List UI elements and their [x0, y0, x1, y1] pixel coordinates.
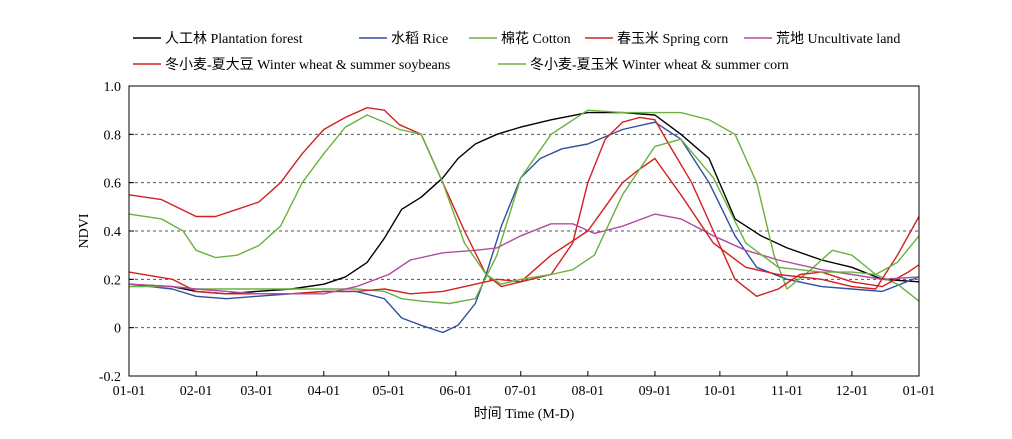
x-axis-label: 时间 Time (M-D) [474, 406, 575, 422]
series-line-5 [128, 213, 920, 295]
x-tick-label: 09-01 [639, 384, 672, 399]
y-axis-label: NDVI [77, 213, 92, 248]
x-tick-label: 01-01 [113, 384, 146, 399]
legend-label: 荒地 Uncultivate land [776, 31, 900, 47]
y-tick-label: 0.6 [104, 177, 122, 192]
x-tick-label: 04-01 [307, 384, 340, 399]
series-line-3 [129, 109, 920, 305]
legend-label: 冬小麦-夏大豆 Winter wheat & summer soybeans [165, 57, 450, 73]
series-line-1 [128, 111, 920, 295]
x-tick-label: 01-01 [903, 384, 936, 399]
series-line-4 [128, 116, 920, 297]
x-axis: 01-01 02-01 03-01 04-01 05-01 06-01 07-01 08-01… [113, 371, 936, 399]
x-tick-label: 11-01 [771, 384, 803, 399]
legend: 人工林 Plantation forest 水稻 Rice 棉花 Cotton 春玉米… [133, 30, 900, 73]
x-tick-label: 06-01 [439, 384, 472, 399]
legend-label: 人工林 Plantation forest [165, 31, 303, 47]
x-tick-label: 03-01 [240, 384, 273, 399]
series-line-2 [128, 121, 920, 334]
x-tick-label: 12-01 [836, 384, 869, 399]
legend-label: 冬小麦-夏玉米 Winter wheat & summer corn [530, 57, 789, 73]
series-line-7 [128, 114, 920, 285]
legend-label: 水稻 Rice [391, 31, 448, 47]
x-tick-label: 10-01 [704, 384, 737, 399]
x-tick-label: 08-01 [572, 384, 605, 399]
x-tick-label: 02-01 [180, 384, 213, 399]
y-tick-label: 0.2 [104, 273, 122, 288]
y-tick-label: 0.4 [104, 225, 122, 240]
legend-label: 棉花 Cotton [501, 30, 571, 47]
series-line-6 [128, 106, 920, 290]
plot-frame [128, 85, 920, 377]
series-lines [128, 106, 920, 334]
y-tick-label: -0.2 [99, 370, 121, 385]
x-tick-label: 05-01 [372, 384, 405, 399]
y-tick-label: 0 [114, 322, 121, 337]
y-tick-label: 1.0 [104, 80, 122, 95]
legend-label: 春玉米 Spring corn [617, 31, 728, 47]
y-axis: -0.2 0 0.2 0.4 0.6 0.8 1.0 [99, 80, 134, 385]
y-tick-label: 0.8 [104, 128, 122, 143]
grid-lines [129, 133, 919, 329]
x-tick-label: 07-01 [504, 384, 537, 399]
